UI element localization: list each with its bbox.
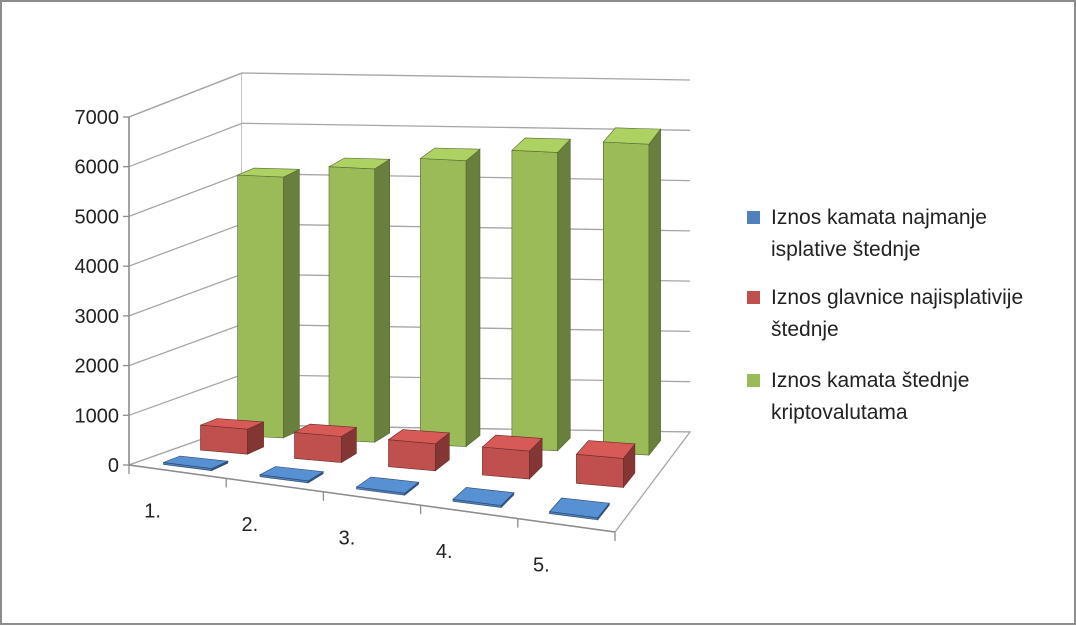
bar-series-2-cat-4	[481, 434, 543, 480]
bar-top-face	[259, 466, 325, 482]
bar-top-face	[419, 147, 481, 162]
legend-label: Iznos kamata štednje	[771, 369, 969, 392]
y-tick-label: 7000	[75, 107, 120, 129]
legend-label: Iznos kamata najmanje	[771, 206, 987, 229]
bar-series-1-cat-5	[548, 497, 610, 521]
bar-front-face	[388, 439, 436, 472]
bar-top-face	[548, 497, 610, 519]
bar-front-face	[511, 149, 558, 452]
bar-top-face	[511, 137, 571, 153]
bar-series-3-cat-2	[327, 157, 391, 443]
x-tick-label: 2.	[241, 514, 258, 536]
bar-top-face	[355, 476, 420, 494]
bar-top-face	[575, 440, 636, 459]
bar-series-1-cat-4	[452, 487, 515, 509]
bar-side-face	[557, 138, 571, 452]
legend-label: kriptovalutama	[771, 401, 908, 424]
bar-top-face	[481, 434, 543, 452]
bar-side-face	[648, 128, 661, 456]
bar-series-1-cat-2	[259, 466, 325, 484]
bar-front-face	[420, 158, 467, 447]
bar-top-face	[327, 157, 391, 170]
bar-series-2-cat-1	[200, 418, 264, 455]
side-wall	[128, 72, 243, 466]
gridline	[128, 122, 691, 168]
bar-series-3-cat-5	[602, 127, 662, 456]
bar-top-face	[163, 455, 229, 469]
bar-front-face	[482, 446, 530, 480]
bar-series-2-cat-5	[575, 440, 636, 489]
y-tick-label: 4000	[75, 256, 120, 278]
bar-series-2-cat-2	[293, 423, 358, 464]
x-axis-line	[128, 464, 616, 533]
bar-front-face	[602, 141, 650, 456]
bar-top-face	[387, 429, 451, 445]
y-tick-label: 2000	[75, 356, 120, 378]
y-tick-label: 0	[108, 455, 119, 477]
bar-top-face	[293, 423, 358, 437]
bar-front-face	[576, 453, 624, 488]
x-tick-label: 5.	[533, 554, 550, 576]
bar-series-1-cat-3	[355, 476, 420, 496]
legend-label: Iznos glavnice najisplativije	[771, 286, 1023, 309]
bar-front-face	[328, 166, 376, 443]
bar-front-face	[237, 174, 284, 439]
bar-side-face	[282, 168, 300, 439]
bar-series-3-cat-3	[419, 147, 481, 448]
legend-label: štednje	[771, 318, 839, 341]
bar-top-face	[237, 167, 300, 178]
legend-swatch	[747, 291, 760, 304]
x-tick-label: 1.	[144, 501, 161, 523]
bar-front-face	[200, 424, 248, 455]
bar-side-face	[374, 158, 391, 443]
legend-label: isplative štednje	[771, 238, 920, 261]
legend-swatch	[747, 211, 760, 224]
bar-series-1-cat-1	[163, 455, 229, 472]
bar-front-face	[294, 432, 342, 463]
gridline	[128, 72, 691, 118]
bar-side-face	[465, 148, 481, 448]
y-tick-label: 5000	[75, 206, 120, 228]
y-tick-label: 1000	[75, 405, 120, 427]
bar-series-3-cat-4	[511, 137, 571, 452]
y-tick-label: 3000	[75, 306, 120, 328]
legend-swatch	[747, 374, 760, 387]
x-tick-label: 3.	[339, 528, 356, 550]
bar-top-face	[452, 487, 515, 506]
x-tick-label: 4.	[436, 541, 453, 563]
bar-top-face	[602, 127, 662, 145]
bar-top-face	[200, 418, 264, 430]
y-tick-label: 6000	[75, 157, 120, 179]
bar-series-2-cat-3	[387, 429, 451, 472]
bar-series-3-cat-1	[237, 167, 300, 439]
